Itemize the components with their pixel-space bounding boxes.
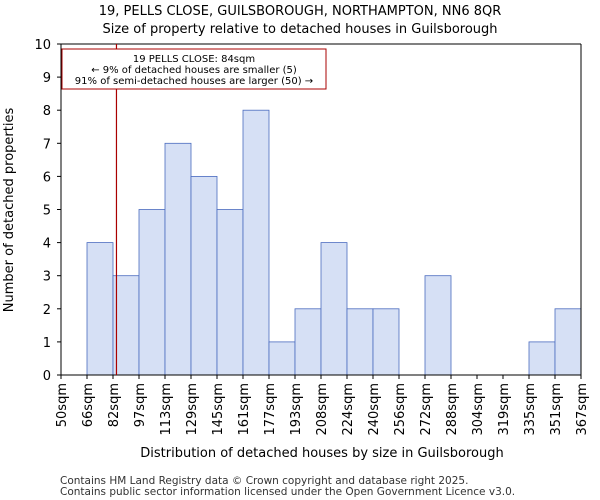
bar-177sqm [268,341,296,376]
x-tick-label: 335sqm [523,383,538,436]
bar-145sqm [216,209,244,376]
bar-224sqm [346,308,374,376]
chart-subtitle: Size of property relative to detached ho… [102,22,497,37]
bar-335sqm [528,341,556,376]
bar-272sqm [424,275,452,376]
y-tick-label: 0 [43,369,51,384]
x-tick-label: 304sqm [471,383,486,436]
bar-193sqm [294,308,322,376]
bar-97sqm [138,209,166,376]
x-tick-label: 66sqm [81,383,96,427]
annotation-box [61,48,327,90]
x-tick-label: 224sqm [341,383,356,436]
x-tick-label: 319sqm [497,383,512,436]
y-axis: 0 1 2 3 4 5 6 7 8 9 10 [34,38,61,384]
y-tick-label: 1 [43,336,51,351]
y-tick-label: 8 [43,104,51,119]
chart-title: 19, PELLS CLOSE, GUILSBOROUGH, NORTHAMPT… [99,4,502,19]
x-tick-label: 177sqm [263,383,278,436]
x-tick-label: 240sqm [367,383,382,436]
x-tick-label: 367sqm [575,383,590,436]
bar-240sqm [372,308,400,376]
x-tick-label: 256sqm [393,383,408,436]
bar-82sqm [112,275,140,376]
y-tick-label: 9 [43,71,51,86]
y-tick-label: 10 [34,38,51,53]
y-tick-label: 3 [43,270,51,285]
x-tick-label: 129sqm [185,383,200,436]
x-axis-label: Distribution of detached houses by size … [140,446,504,461]
annotation-line-1: 19 PELLS CLOSE: 84sqm [133,54,255,65]
x-axis: 50sqm 66sqm 82sqm 97sqm 113sqm 129sqm 145sqm 16… [55,375,590,436]
x-tick-label: 351sqm [549,383,564,436]
y-tick-label: 5 [43,204,51,219]
x-tick-label: 82sqm [107,383,122,427]
bar-161sqm [242,109,270,376]
x-tick-label: 193sqm [289,383,304,436]
x-tick-label: 208sqm [315,383,330,436]
x-tick-label: 50sqm [55,383,70,427]
bar-351sqm [554,308,582,376]
bar-113sqm [164,142,192,376]
footer-line-2: Contains public sector information licen… [60,486,515,498]
y-axis-label: Number of detached properties [2,108,17,313]
y-tick-label: 4 [43,237,51,252]
bar-129sqm [190,175,218,376]
y-tick-label: 7 [43,137,51,152]
x-tick-label: 113sqm [159,383,174,436]
x-tick-label: 272sqm [419,383,434,436]
annotation-line-2: ← 9% of detached houses are smaller (5) [91,65,297,76]
bar-208sqm [320,242,348,376]
x-tick-label: 145sqm [211,383,226,436]
y-tick-label: 2 [43,303,51,318]
y-tick-label: 6 [43,170,51,185]
x-tick-label: 97sqm [133,383,148,427]
x-tick-label: 288sqm [445,383,460,436]
x-tick-label: 161sqm [237,383,252,436]
bars-group [86,109,582,376]
annotation-line-3: 91% of semi-detached houses are larger (… [75,76,313,87]
bar-66sqm [86,242,114,376]
footer-line-1: Contains HM Land Registry data © Crown c… [60,475,468,487]
